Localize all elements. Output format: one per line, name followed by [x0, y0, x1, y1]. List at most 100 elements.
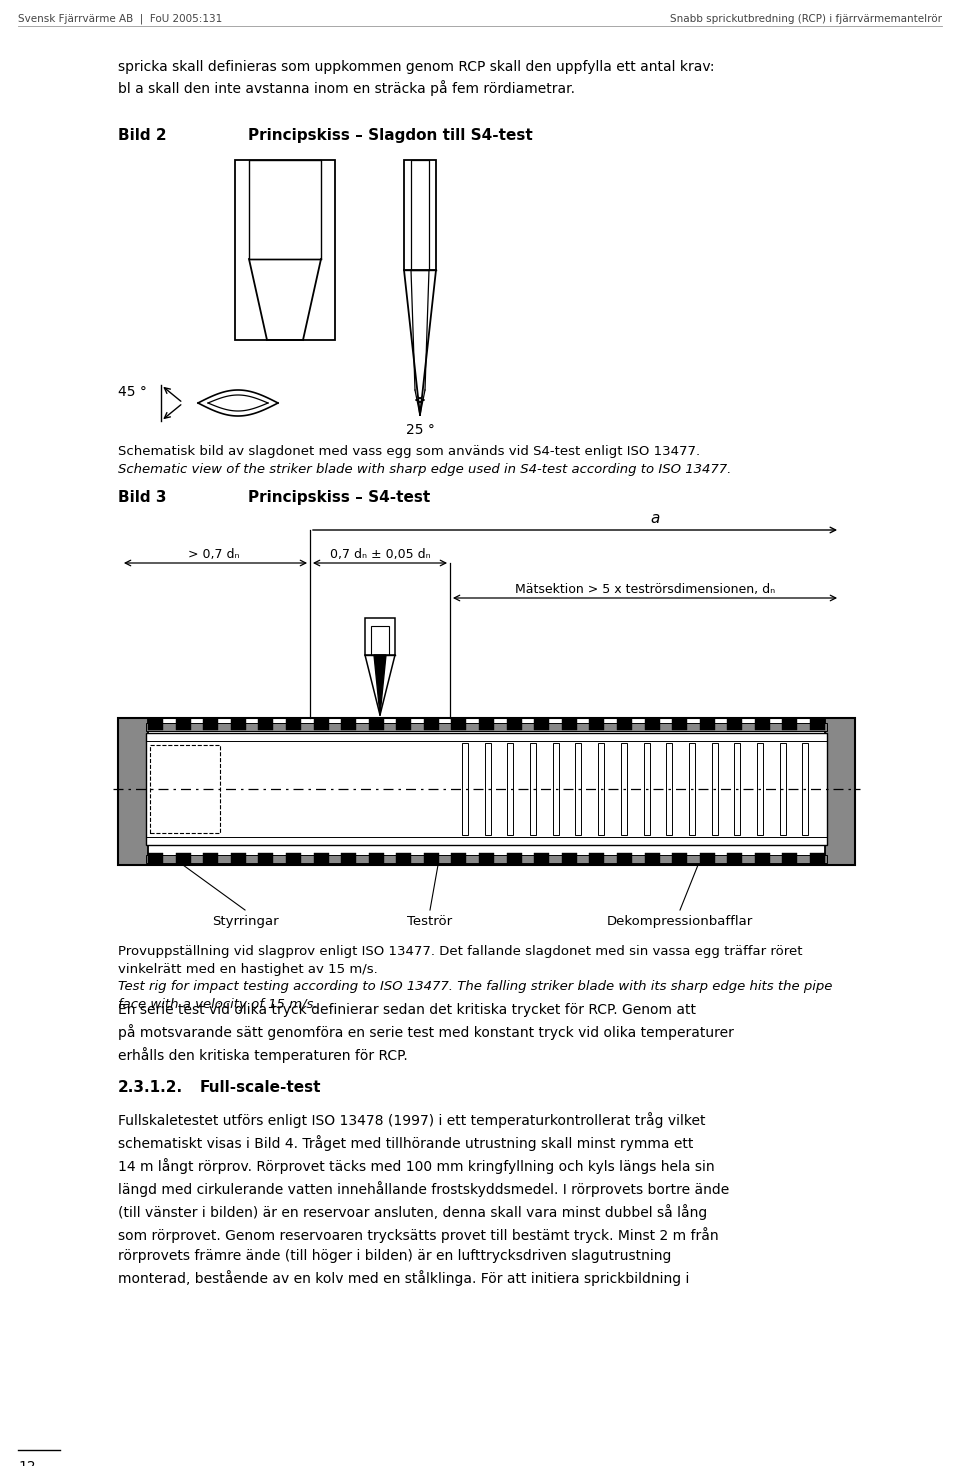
- Bar: [643, 743, 650, 836]
- Text: Full-scale-test: Full-scale-test: [200, 1080, 322, 1095]
- Bar: [672, 718, 687, 730]
- Bar: [700, 853, 714, 865]
- Bar: [755, 853, 770, 865]
- Bar: [782, 718, 798, 730]
- Bar: [530, 743, 536, 836]
- Bar: [755, 718, 770, 730]
- Bar: [249, 160, 321, 259]
- Bar: [176, 853, 191, 865]
- Bar: [462, 743, 468, 836]
- Bar: [369, 853, 384, 865]
- Bar: [286, 718, 300, 730]
- Text: En serie test vid olika tryck definierar sedan det kritiska trycket för RCP. Gen: En serie test vid olika tryck definierar…: [118, 1003, 733, 1063]
- Bar: [230, 718, 246, 730]
- Bar: [825, 718, 855, 865]
- Bar: [451, 718, 467, 730]
- Text: Snabb sprickutbredning (RCP) i fjärrvärmemantelrör: Snabb sprickutbredning (RCP) i fjärrvärm…: [670, 15, 942, 23]
- Bar: [479, 718, 494, 730]
- Text: Svensk Fjärrvärme AB  |  FoU 2005:131: Svensk Fjärrvärme AB | FoU 2005:131: [18, 15, 223, 25]
- Bar: [672, 853, 687, 865]
- Text: Principskiss – Slagdon till S4-test: Principskiss – Slagdon till S4-test: [248, 128, 533, 144]
- Bar: [617, 718, 632, 730]
- Bar: [589, 853, 605, 865]
- Bar: [598, 743, 604, 836]
- Bar: [575, 743, 582, 836]
- Text: Mätsektion > 5 x teströrsdimensionen, dₙ: Mätsektion > 5 x teströrsdimensionen, dₙ: [515, 583, 775, 597]
- Text: Principskiss – S4-test: Principskiss – S4-test: [248, 490, 430, 504]
- Text: 2.3.1.2.: 2.3.1.2.: [118, 1080, 183, 1095]
- Bar: [734, 743, 740, 836]
- Bar: [562, 853, 577, 865]
- Bar: [365, 619, 395, 655]
- Text: Bild 2: Bild 2: [118, 128, 167, 144]
- Bar: [780, 743, 785, 836]
- Bar: [118, 718, 855, 865]
- Text: > 0,7 dₙ: > 0,7 dₙ: [188, 548, 240, 561]
- Bar: [810, 853, 825, 865]
- Bar: [666, 743, 672, 836]
- Bar: [644, 718, 660, 730]
- Bar: [176, 718, 191, 730]
- Text: Bild 3: Bild 3: [118, 490, 166, 504]
- Text: Fullskaletestet utförs enligt ISO 13478 (1997) i ett temperaturkontrollerat tråg: Fullskaletestet utförs enligt ISO 13478 …: [118, 1113, 730, 1287]
- Bar: [728, 718, 742, 730]
- Bar: [534, 853, 549, 865]
- Bar: [146, 723, 827, 732]
- Bar: [230, 853, 246, 865]
- Text: 25 °: 25 °: [406, 424, 435, 437]
- Text: spricka skall definieras som uppkommen genom RCP skall den uppfylla ett antal kr: spricka skall definieras som uppkommen g…: [118, 60, 714, 97]
- Bar: [146, 855, 827, 863]
- Bar: [146, 733, 827, 844]
- Bar: [689, 743, 695, 836]
- Bar: [711, 743, 717, 836]
- Bar: [507, 718, 521, 730]
- Bar: [423, 853, 439, 865]
- Bar: [508, 743, 514, 836]
- Bar: [485, 743, 491, 836]
- Bar: [451, 853, 467, 865]
- Bar: [341, 718, 356, 730]
- Bar: [150, 745, 220, 833]
- Bar: [204, 853, 218, 865]
- Bar: [369, 718, 384, 730]
- Bar: [553, 743, 559, 836]
- Bar: [803, 743, 808, 836]
- Bar: [148, 718, 163, 730]
- Text: Provuppställning vid slagprov enligt ISO 13477. Det fallande slagdonet med sin v: Provuppställning vid slagprov enligt ISO…: [118, 946, 803, 976]
- Text: Schematisk bild av slagdonet med vass egg som används vid S4-test enligt ISO 134: Schematisk bild av slagdonet med vass eg…: [118, 446, 700, 457]
- Bar: [589, 718, 605, 730]
- Bar: [235, 160, 335, 340]
- Bar: [423, 718, 439, 730]
- Bar: [396, 853, 411, 865]
- Bar: [534, 718, 549, 730]
- Bar: [617, 853, 632, 865]
- Bar: [404, 160, 436, 270]
- Text: 0,7 dₙ ± 0,05 dₙ: 0,7 dₙ ± 0,05 dₙ: [329, 548, 430, 561]
- Bar: [700, 718, 714, 730]
- Bar: [286, 853, 300, 865]
- Bar: [756, 743, 763, 836]
- Bar: [728, 853, 742, 865]
- Text: Teströr: Teströr: [407, 915, 452, 928]
- Bar: [258, 853, 274, 865]
- Text: Dekompressionbafflar: Dekompressionbafflar: [607, 915, 754, 928]
- Bar: [782, 853, 798, 865]
- Bar: [204, 718, 218, 730]
- Text: Styrringar: Styrringar: [212, 915, 278, 928]
- Bar: [118, 718, 148, 865]
- Text: 12: 12: [18, 1460, 36, 1466]
- Text: Schematic view of the striker blade with sharp edge used in S4-test according to: Schematic view of the striker blade with…: [118, 463, 732, 476]
- Text: 45 °: 45 °: [118, 386, 147, 399]
- Bar: [411, 160, 429, 270]
- Bar: [396, 718, 411, 730]
- Bar: [507, 853, 521, 865]
- Polygon shape: [374, 655, 386, 715]
- Bar: [314, 853, 328, 865]
- Bar: [148, 853, 163, 865]
- Bar: [314, 718, 328, 730]
- Bar: [258, 718, 274, 730]
- Bar: [479, 853, 494, 865]
- Bar: [810, 718, 825, 730]
- Text: a: a: [650, 512, 660, 526]
- Text: Test rig for impact testing according to ISO 13477. The falling striker blade wi: Test rig for impact testing according to…: [118, 979, 832, 1012]
